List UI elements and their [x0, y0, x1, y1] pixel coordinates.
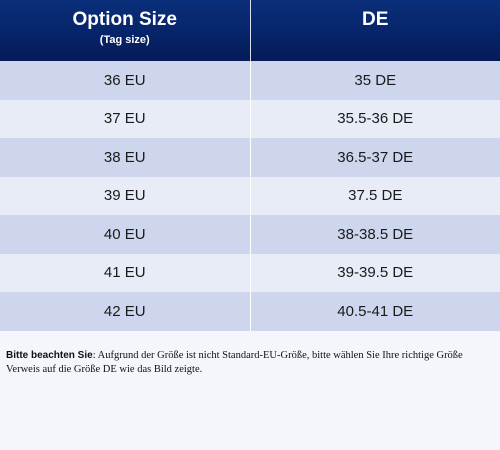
de-size-cell: 37.5 DE: [348, 187, 403, 205]
table-row: 38 EU 36.5-37 DE: [0, 138, 500, 177]
eu-size-cell: 42 EU: [0, 292, 251, 331]
table-row: 36 EU 35 DE: [0, 61, 500, 100]
de-size-cell: 35 DE: [354, 71, 397, 89]
eu-size-cell: 37 EU: [0, 99, 251, 138]
table-row: 39 EU 37.5 DE: [0, 176, 500, 215]
header-option-size-title: Option Size: [72, 9, 178, 30]
header-de-title: DE: [362, 9, 389, 30]
eu-size-cell: 36 EU: [0, 61, 251, 100]
table-body: 36 EU 35 DE 37 EU 35.5-36 DE 38 EU 36.5-…: [0, 61, 500, 331]
size-note: Bitte beachten Sie: Aufgrund der Größe i…: [6, 349, 494, 377]
note-text: : Aufgrund der Größe ist nicht Standard-…: [6, 350, 463, 375]
table-row: 41 EU 39-39.5 DE: [0, 253, 500, 292]
eu-size-cell: 40 EU: [0, 215, 251, 254]
de-size-cell: 38-38.5 DE: [337, 225, 414, 243]
de-size-cell: 40.5-41 DE: [337, 302, 414, 320]
de-size-cell: 39-39.5 DE: [337, 264, 414, 282]
note-label: Bitte beachten Sie: [6, 350, 93, 361]
header-option-size: Option Size (Tag size): [0, 0, 251, 61]
header-option-size-subtitle: (Tag size): [99, 34, 150, 46]
de-size-cell: 35.5-36 DE: [337, 110, 414, 128]
eu-size-cell: 39 EU: [0, 176, 251, 215]
header-de: DE: [251, 0, 500, 61]
table-row: 40 EU 38-38.5 DE: [0, 215, 500, 254]
table-row: 42 EU 40.5-41 DE: [0, 292, 500, 331]
eu-size-cell: 41 EU: [0, 253, 251, 292]
eu-size-cell: 38 EU: [0, 138, 251, 177]
table-header: Option Size (Tag size) DE: [0, 0, 500, 61]
table-row: 37 EU 35.5-36 DE: [0, 99, 500, 138]
de-size-cell: 36.5-37 DE: [337, 148, 414, 166]
